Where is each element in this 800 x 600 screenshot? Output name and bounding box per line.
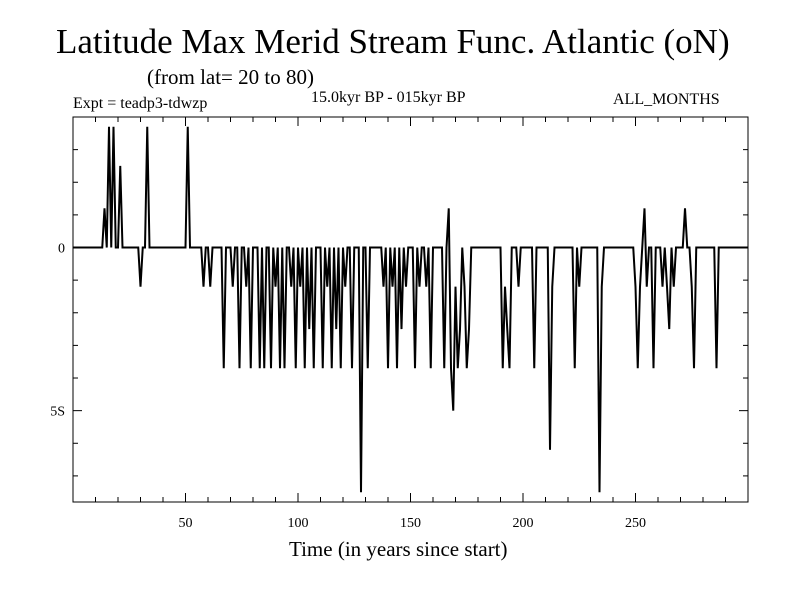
period-label: 15.0kyr BP - 015kyr BP — [311, 89, 466, 106]
x-tick-label: 150 — [400, 516, 421, 531]
plot-frame — [72, 116, 749, 503]
chart-title: Latitude Max Merid Stream Func. Atlantic… — [56, 22, 730, 61]
chart-subtitle: (from lat= 20 to 80) — [147, 65, 314, 89]
y-tick-label: 0 — [58, 242, 65, 257]
series-line — [73, 126, 748, 493]
x-axis-label: Time (in years since start) — [289, 537, 508, 561]
x-tick-label: 200 — [513, 516, 534, 531]
y-tick-label: 5S — [50, 405, 65, 420]
x-tick-label: 50 — [179, 516, 193, 531]
x-tick-label: 100 — [288, 516, 309, 531]
months-label: ALL_MONTHS — [613, 91, 720, 108]
experiment-label: Expt = teadp3-tdwzp — [73, 95, 208, 112]
x-tick-label: 250 — [625, 516, 646, 531]
